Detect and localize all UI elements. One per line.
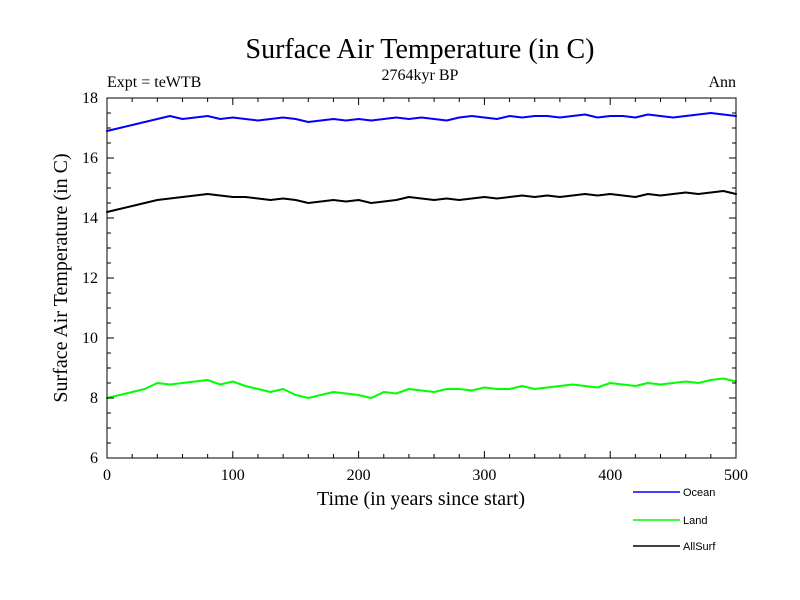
series-allsurf-line — [106, 190, 737, 213]
tick-layer — [106, 97, 737, 459]
y-tick-label: 6 — [90, 450, 98, 467]
x-tick-label: 400 — [598, 467, 622, 484]
x-tick-label: 300 — [472, 467, 496, 484]
series-ocean-line — [106, 112, 737, 132]
plot-frame — [106, 97, 737, 459]
y-tick-label: 10 — [82, 330, 98, 347]
series-layer — [106, 112, 737, 399]
legend-ocean-label: Ocean — [683, 487, 715, 499]
y-tick-label: 8 — [90, 390, 98, 407]
y-tick-label: 12 — [82, 270, 98, 287]
y-axis-label: Surface Air Temperature (in C) — [50, 153, 72, 402]
x-tick-labels: 0 100 200 300 400 500 — [103, 467, 748, 484]
x-axis-label: Time (in years since start) — [317, 488, 525, 510]
legend-allsurf-label: AllSurf — [683, 541, 716, 553]
y-tick-label: 14 — [82, 210, 98, 227]
x-tick-label: 0 — [103, 467, 111, 484]
experiment-label: Expt = teWTB — [107, 74, 201, 91]
x-tick-label: 500 — [724, 467, 748, 484]
chart-subtitle: 2764kyr BP — [382, 67, 459, 84]
legend-land-label: Land — [683, 515, 707, 527]
period-label: Ann — [708, 74, 736, 91]
x-tick-label: 200 — [347, 467, 371, 484]
y-tick-labels: 6 8 10 12 14 16 18 — [82, 90, 98, 467]
y-tick-label: 16 — [82, 150, 98, 167]
series-land-line — [106, 377, 737, 399]
y-tick-label: 18 — [82, 90, 98, 107]
chart-title: Surface Air Temperature (in C) — [246, 34, 595, 65]
legend: Ocean Land AllSurf — [633, 487, 716, 553]
x-tick-label: 100 — [221, 467, 245, 484]
